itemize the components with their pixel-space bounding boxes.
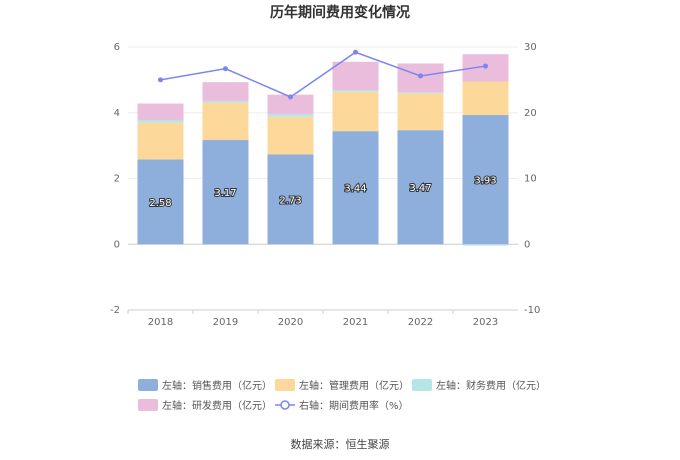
bar-segment — [267, 154, 314, 245]
legend-item[interactable]: 左轴：研发费用（亿元） — [138, 399, 272, 412]
bar-value-label: 2.73 — [279, 195, 301, 206]
legend-item[interactable]: 左轴：管理费用（亿元） — [275, 379, 409, 392]
legend-label: 左轴：管理费用（亿元） — [299, 379, 409, 392]
bar-segment — [137, 159, 184, 245]
grid — [128, 46, 518, 311]
bar-segment — [397, 130, 444, 245]
y-right-tick-label: -10 — [524, 305, 540, 316]
bar-segment — [462, 81, 509, 116]
bar-value-label: 2.58 — [149, 198, 171, 209]
bar-segment — [267, 114, 314, 117]
legend-swatch — [138, 379, 158, 391]
bar-segment — [332, 91, 379, 132]
bar-value-label: 3.44 — [344, 184, 366, 195]
legend-item[interactable]: 右轴：期间费用率（%） — [275, 399, 409, 412]
bar-segment — [397, 92, 444, 94]
bar-labels: 2.58 3.17 2.73 3.44 3.47 3.93 — [148, 175, 497, 210]
legend-item[interactable]: 左轴：财务费用（亿元） — [412, 379, 546, 392]
legend-label: 右轴：期间费用率（%） — [299, 399, 409, 412]
legend-label: 左轴：财务费用（亿元） — [436, 379, 546, 392]
bar-segment — [137, 122, 184, 160]
x-tick-label: 2019 — [213, 317, 238, 328]
line-point — [483, 63, 488, 69]
bar-value-label: 3.17 — [214, 188, 236, 199]
y-left-tick-label: -2 — [110, 305, 120, 316]
x-tick-label: 2018 — [148, 317, 173, 328]
y-left-tick-label: 2 — [114, 174, 120, 185]
bar-segment — [202, 100, 249, 103]
legend-swatch — [412, 379, 432, 391]
bar-segment — [397, 93, 444, 131]
bar-value-label: 3.47 — [409, 183, 431, 194]
y-left-tick-label: 4 — [114, 108, 120, 119]
y-right-tick-label: 0 — [524, 239, 530, 250]
y-right-tick-label: 10 — [524, 174, 537, 185]
bar-segment — [332, 90, 379, 92]
expense-rate-line — [158, 49, 488, 100]
bar-segment — [137, 119, 184, 123]
line-point — [353, 49, 358, 55]
bar-segment — [267, 116, 314, 155]
x-tick-label: 2020 — [278, 317, 303, 328]
bar-segment — [267, 94, 314, 115]
data-source: 数据来源：恒生聚源 — [291, 437, 390, 451]
x-tick-label: 2022 — [408, 317, 433, 328]
legend: 左轴：销售费用（亿元） 左轴：管理费用（亿元） 左轴：财务费用（亿元） 左轴：研发费用… — [138, 379, 546, 412]
legend-marker-icon — [280, 400, 290, 410]
legend-swatch — [138, 399, 158, 411]
bar-segment — [462, 244, 509, 246]
legend-item[interactable]: 左轴：销售费用（亿元） — [138, 379, 272, 392]
bar-segment — [202, 102, 249, 141]
legend-label: 左轴：研发费用（亿元） — [162, 399, 272, 412]
x-tick-label: 2023 — [473, 317, 498, 328]
legend-swatch — [275, 379, 295, 391]
y-left-tick-label: 0 — [114, 239, 120, 250]
legend-label: 左轴：销售费用（亿元） — [162, 379, 272, 392]
axes: -2 0 2 4 6 -10 0 10 20 30 2018 2019 2020 2021 2022 2023 — [110, 42, 540, 328]
bar-segment — [462, 115, 509, 245]
bar-segment — [202, 140, 249, 245]
chart-title: 历年期间费用变化情况 — [270, 4, 410, 21]
line-point — [223, 66, 228, 72]
y-left-tick-label: 6 — [114, 42, 120, 53]
bar-value-label: 3.93 — [474, 176, 496, 187]
line-point — [158, 77, 163, 83]
y-right-tick-label: 20 — [524, 108, 537, 119]
bar-segment — [332, 61, 379, 91]
bar-segment — [137, 103, 184, 120]
bar-segment — [332, 131, 379, 245]
line-path — [160, 51, 486, 98]
bar-segment — [202, 82, 249, 101]
line-point — [288, 94, 293, 100]
y-right-tick-label: 30 — [524, 42, 537, 53]
x-tick-label: 2021 — [343, 317, 368, 328]
line-point — [418, 73, 423, 79]
bars — [137, 54, 509, 246]
